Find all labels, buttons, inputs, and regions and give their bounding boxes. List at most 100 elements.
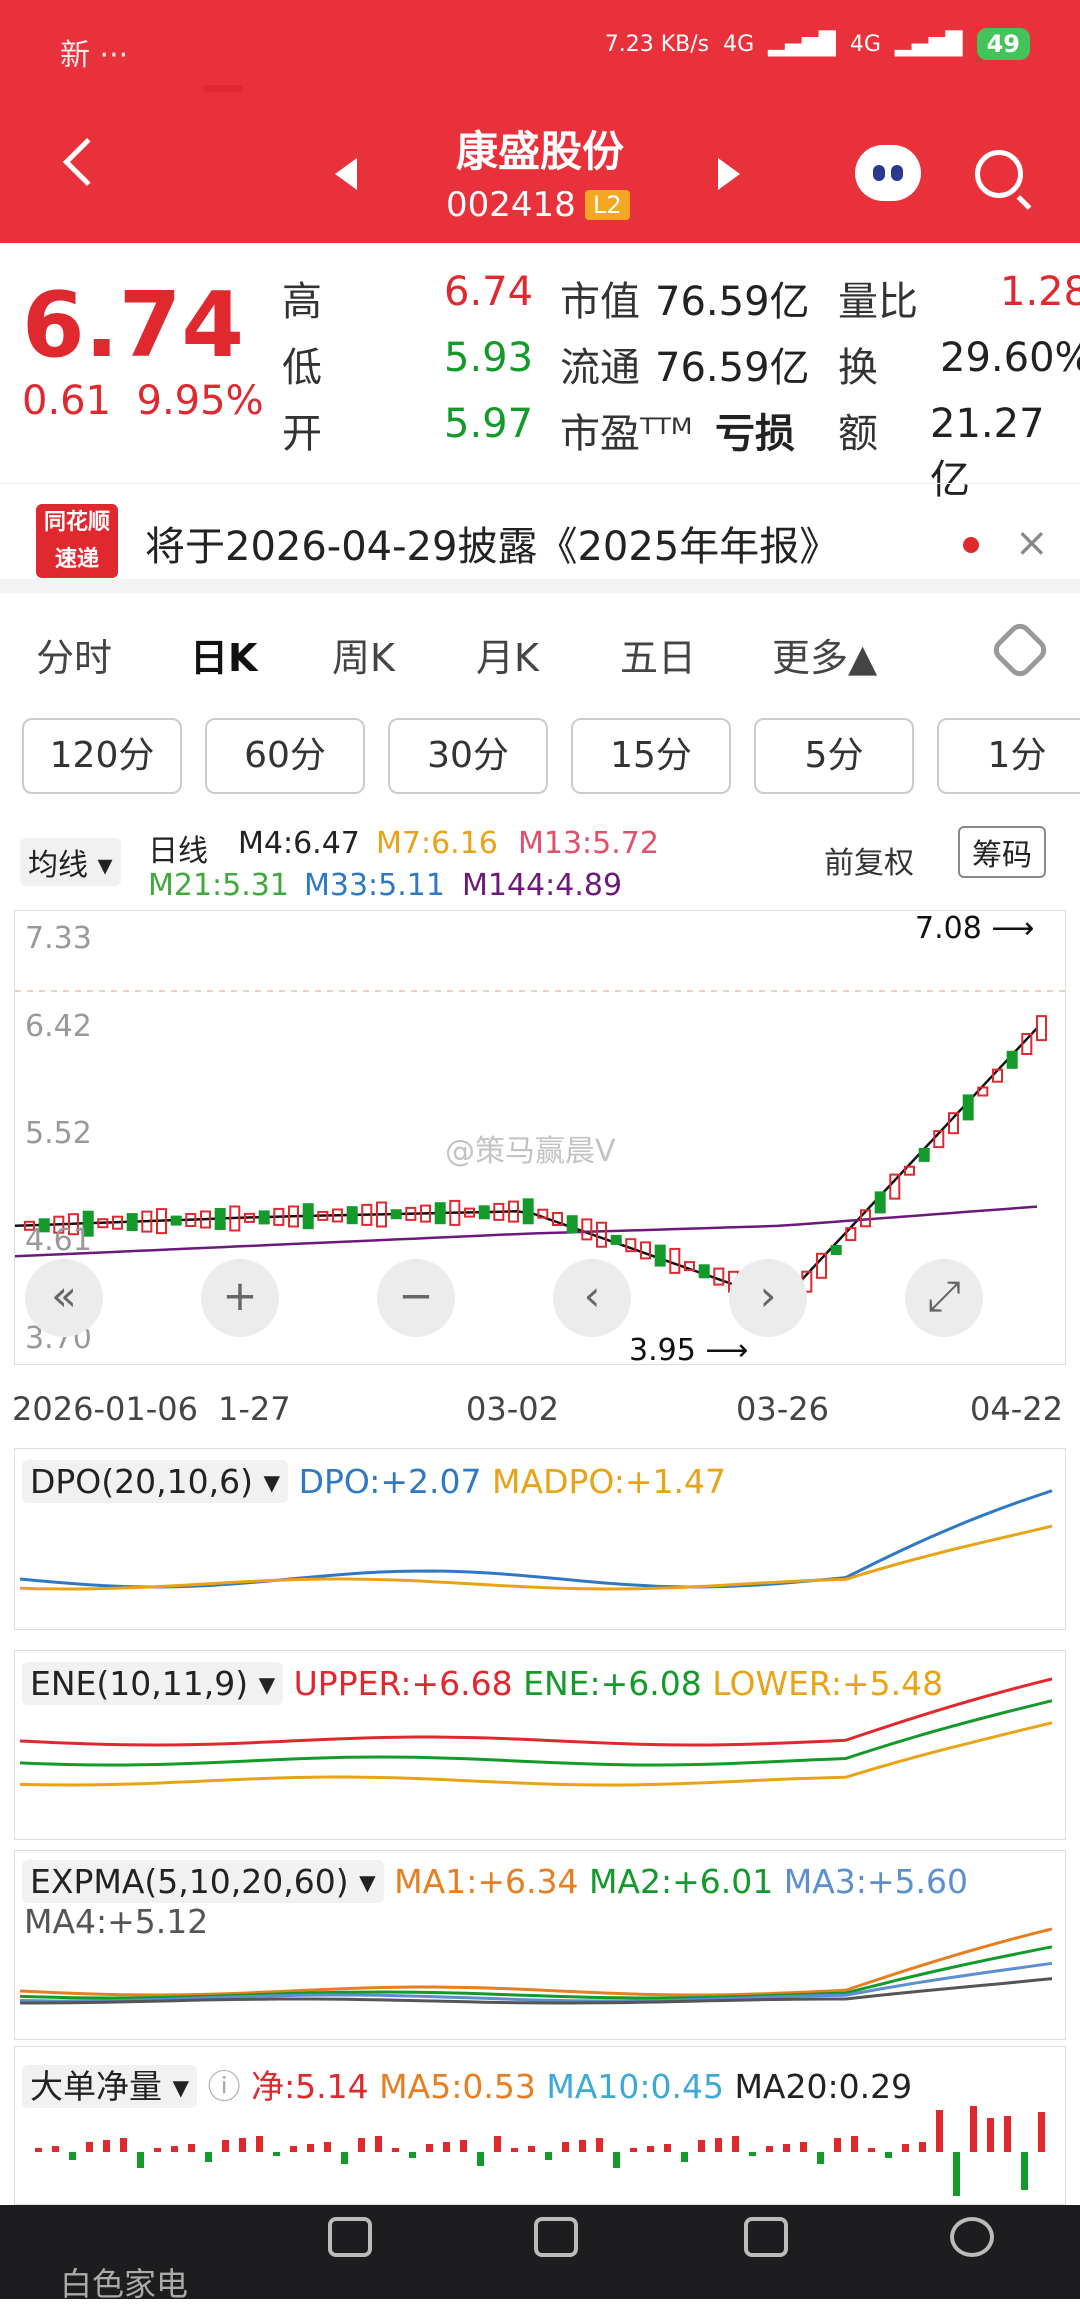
candle <box>581 1218 593 1241</box>
value-float: 76.59亿 <box>655 345 810 391</box>
notice-text: 将于2026-04-29披露《2025年年报》 <box>145 524 840 570</box>
current-price: 6.74 <box>22 273 245 378</box>
candle <box>596 1221 607 1248</box>
close-icon[interactable]: × <box>1015 520 1049 566</box>
bigorder-bar <box>783 2144 790 2152</box>
bigorder-bar <box>902 2144 909 2152</box>
bigorder-bar <box>953 2152 960 2196</box>
bigorder-bar <box>681 2152 688 2162</box>
fullscreen-icon[interactable]: ⤢ <box>905 1259 983 1337</box>
expma-panel[interactable] <box>14 1850 1066 2040</box>
document-icon[interactable] <box>328 2217 372 2257</box>
expma-ma1: MA1:+6.34 <box>394 1862 579 1901</box>
min-btn-5[interactable]: 5分 <box>754 718 914 794</box>
min-btn-120[interactable]: 120分 <box>22 718 182 794</box>
next-stock-icon[interactable] <box>718 158 740 190</box>
value-low: 5.93 <box>444 335 534 381</box>
notice-banner[interactable]: 同花顺 速递 将于2026-04-29披露《2025年年报》 × <box>0 483 1080 593</box>
label-pe: 市盈ᵀᵀᴹ <box>560 411 693 457</box>
dpo-header: DPO(20,10,6) ▾ DPO:+2.07 MADPO:+1.47 <box>22 1460 726 1503</box>
candle <box>654 1244 666 1267</box>
candle <box>816 1252 827 1279</box>
bigorder-bar <box>545 2152 552 2160</box>
high-mark: 7.08 ⟶ <box>915 911 1035 946</box>
min-btn-15[interactable]: 15分 <box>571 718 731 794</box>
adjust-label[interactable]: 前复权 <box>824 846 914 881</box>
bigorder-panel[interactable] <box>14 2046 1066 2205</box>
ytick-4: 4.61 <box>25 1223 92 1258</box>
bigorder-bar <box>936 2110 943 2152</box>
price-change: 0.61 9.95% <box>22 378 264 424</box>
min-btn-60[interactable]: 60分 <box>205 718 365 794</box>
candle <box>669 1247 681 1274</box>
next-icon[interactable]: › <box>729 1259 807 1337</box>
ma-m4: M4:6.47 <box>238 826 360 861</box>
notice-logo: 同花顺 速递 <box>36 504 118 578</box>
bigorder-bar <box>290 2146 297 2152</box>
chip-button[interactable]: 筹码 <box>958 826 1046 878</box>
candle <box>361 1203 373 1226</box>
help-icon[interactable]: ⓘ <box>207 2067 241 2106</box>
bigorder-bar <box>69 2152 76 2160</box>
prev-stock-icon[interactable] <box>335 158 357 190</box>
robot-assistant-icon[interactable] <box>855 145 921 201</box>
bigorder-bar <box>426 2144 433 2152</box>
bigorder-bar <box>256 2136 263 2152</box>
bigorder-bar <box>392 2148 399 2152</box>
expma-select[interactable]: EXPMA(5,10,20,60) ▾ <box>22 1860 384 1903</box>
candle <box>478 1205 490 1220</box>
tab-monthly-k[interactable]: 月K <box>476 636 539 680</box>
value-high: 6.74 <box>444 269 534 315</box>
candle <box>830 1245 842 1255</box>
tab-daily-k[interactable]: 日K <box>190 636 258 680</box>
ma-m21: M21:5.31 <box>148 868 289 903</box>
expma-ma3: MA3:+5.60 <box>783 1862 969 1901</box>
ene-panel[interactable] <box>14 1650 1066 1840</box>
bigorder-ma20: MA20:0.29 <box>734 2067 913 2106</box>
ene-upper: UPPER:+6.68 <box>293 1664 513 1703</box>
candle <box>713 1267 725 1286</box>
label-turnover: 换 <box>838 345 878 391</box>
zoom-in-icon[interactable]: + <box>201 1259 279 1337</box>
candle <box>332 1208 343 1223</box>
candle <box>1021 1033 1033 1055</box>
bigorder-bar <box>698 2140 705 2152</box>
candle <box>244 1212 255 1223</box>
dpo-value: DPO:+2.07 <box>298 1462 482 1501</box>
candle <box>97 1218 109 1229</box>
bottom-bar: 白色家电 <box>0 2205 1080 2303</box>
prev-icon[interactable]: ‹ <box>553 1259 631 1337</box>
label-high: 高 <box>282 279 322 325</box>
zoom-out-icon[interactable]: − <box>377 1259 455 1337</box>
candle <box>258 1210 270 1225</box>
ma-select[interactable]: 均线 ▾ <box>20 838 121 886</box>
candle <box>273 1207 285 1226</box>
date-5: 04-22 <box>970 1390 1063 1428</box>
min-btn-1[interactable]: 1分 <box>937 718 1080 794</box>
ene-select[interactable]: ENE(10,11,9) ▾ <box>22 1662 284 1705</box>
scroll-left-icon[interactable]: « <box>25 1259 103 1337</box>
candle <box>229 1205 241 1232</box>
bigorder-bar <box>562 2142 569 2152</box>
bigorder-select[interactable]: 大单净量 ▾ <box>22 2065 198 2108</box>
bigorder-bar <box>630 2148 637 2152</box>
dpo-panel[interactable] <box>14 1448 1066 1630</box>
line-label: 日线 <box>148 834 208 869</box>
search-icon[interactable] <box>975 150 1023 198</box>
add-watchlist-icon[interactable] <box>534 2217 578 2257</box>
kline-chart[interactable]: 7.33 6.42 5.52 4.61 3.70 7.08 ⟶ 3.95 ⟶ @… <box>14 910 1067 1368</box>
bottom-sector[interactable]: 白色家电 <box>60 2265 189 2303</box>
tab-more[interactable]: 更多▲ <box>772 636 878 680</box>
signal-icon-2: ▂▄▆█ <box>894 31 963 57</box>
ma-m7: M7:6.16 <box>376 826 498 861</box>
remove-icon[interactable] <box>744 2217 788 2257</box>
candle <box>640 1241 651 1260</box>
tab-weekly-k[interactable]: 周K <box>332 636 395 680</box>
tab-intraday[interactable]: 分时 <box>36 636 113 680</box>
menu-icon[interactable] <box>950 2217 994 2257</box>
candle <box>948 1112 959 1135</box>
label-volratio: 量比 <box>838 279 918 325</box>
min-btn-30[interactable]: 30分 <box>388 718 548 794</box>
tab-five-day[interactable]: 五日 <box>620 636 697 680</box>
dpo-select[interactable]: DPO(20,10,6) ▾ <box>22 1460 289 1503</box>
